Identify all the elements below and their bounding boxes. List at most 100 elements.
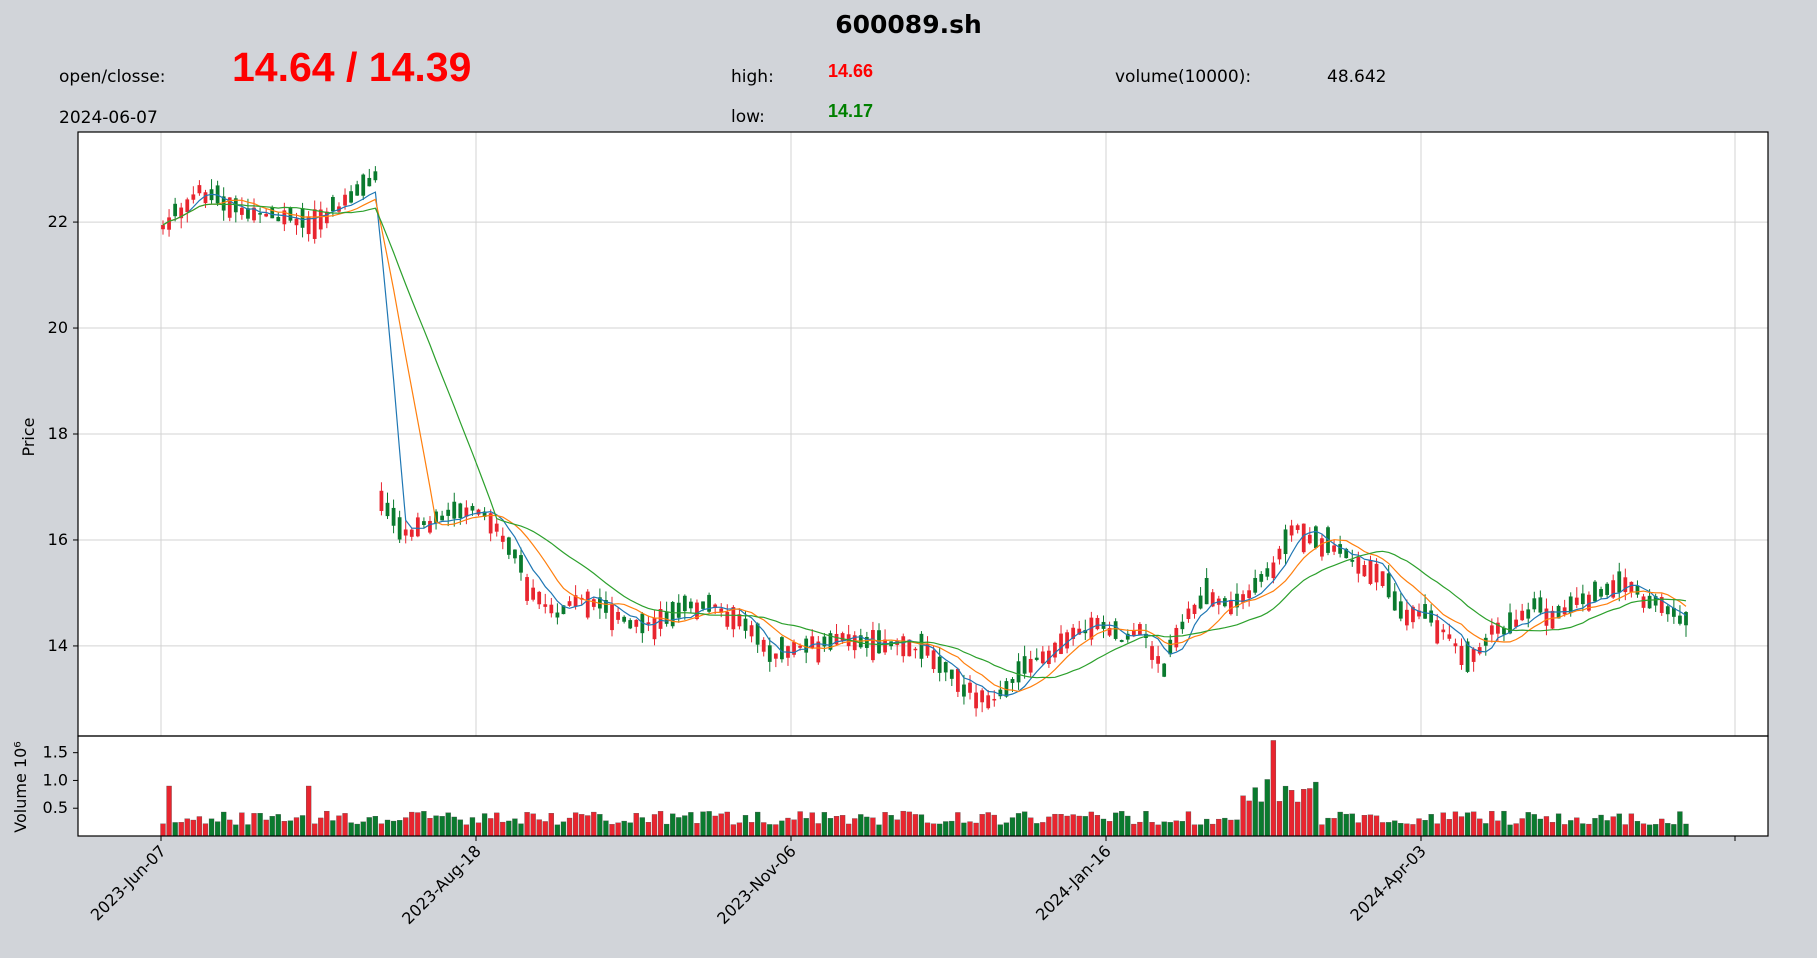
candle-body bbox=[1150, 646, 1154, 660]
candle-body bbox=[1241, 594, 1245, 603]
candle-body bbox=[937, 656, 942, 673]
volume-bar bbox=[591, 811, 597, 837]
candle-body bbox=[1429, 610, 1434, 623]
volume-bar bbox=[930, 823, 937, 837]
volume-bar bbox=[330, 820, 336, 837]
volume-bar bbox=[1683, 823, 1689, 837]
candle-body bbox=[1247, 590, 1252, 599]
volume-bar bbox=[488, 818, 494, 837]
volume-bar bbox=[1653, 824, 1659, 837]
volume-bar bbox=[1149, 822, 1155, 837]
candle-body bbox=[1593, 581, 1597, 602]
candle-body bbox=[689, 601, 693, 609]
volume-bar bbox=[870, 817, 876, 837]
candle-body bbox=[1659, 597, 1664, 613]
ma-short-line bbox=[162, 191, 1687, 697]
volume-bar bbox=[657, 811, 664, 837]
volume-bar bbox=[1531, 814, 1537, 837]
volume-bar bbox=[1191, 824, 1198, 837]
candle-body bbox=[1131, 630, 1136, 637]
candle-body bbox=[1265, 568, 1270, 577]
volume-bar bbox=[742, 815, 749, 837]
volume-bar bbox=[912, 814, 919, 837]
candle-body bbox=[925, 644, 930, 656]
candle-body bbox=[1587, 594, 1591, 611]
volume-bar bbox=[1197, 824, 1204, 837]
candle-body bbox=[901, 636, 906, 657]
volume-bar bbox=[1119, 811, 1125, 837]
price-tick-label: 18 bbox=[48, 424, 68, 443]
candle-body bbox=[767, 645, 772, 662]
volume-bar bbox=[1167, 822, 1173, 837]
candle-body bbox=[312, 209, 317, 239]
candle-body bbox=[804, 638, 809, 653]
candle-body bbox=[913, 648, 918, 651]
volume-bar bbox=[263, 819, 269, 837]
volume-bar bbox=[876, 824, 882, 837]
volume-bar bbox=[324, 810, 330, 837]
volume-bar bbox=[645, 822, 652, 837]
volume-bar bbox=[1028, 817, 1034, 837]
volume-bar bbox=[1525, 812, 1531, 837]
volume-bar bbox=[1392, 820, 1398, 837]
candle-body bbox=[1629, 581, 1634, 593]
volume-bar bbox=[1416, 818, 1422, 837]
volume-bar bbox=[257, 813, 263, 837]
volume-bar bbox=[451, 816, 457, 837]
candle-body bbox=[1077, 628, 1082, 635]
candle-body bbox=[470, 505, 475, 511]
high-label: high: bbox=[731, 67, 774, 87]
candle-body bbox=[1514, 619, 1518, 627]
volume-bar bbox=[1325, 817, 1331, 837]
candle-body bbox=[494, 523, 499, 532]
volume-bar bbox=[1610, 816, 1616, 837]
candle-body bbox=[1635, 585, 1640, 595]
volume-bar bbox=[700, 811, 706, 837]
volume-bar bbox=[712, 815, 718, 837]
volume-bar bbox=[1301, 789, 1307, 837]
date-tick-label: 2023-Nov-06 bbox=[713, 841, 800, 928]
candle-body bbox=[1338, 544, 1343, 554]
date-tick-label: 2024-Jan-16 bbox=[1032, 841, 1115, 924]
candle-body bbox=[1459, 646, 1464, 665]
candle-body bbox=[1186, 608, 1191, 620]
candle-body bbox=[197, 185, 202, 194]
volume-bar bbox=[1519, 818, 1525, 837]
candle-body bbox=[179, 207, 184, 219]
candle-body bbox=[482, 511, 487, 517]
candle-body bbox=[646, 622, 651, 625]
candle-body bbox=[537, 591, 542, 605]
volume-bar bbox=[639, 817, 645, 837]
candle-body bbox=[1028, 658, 1033, 673]
candle-body bbox=[907, 639, 912, 657]
volume-bar bbox=[1088, 811, 1094, 837]
low-label: low: bbox=[731, 107, 765, 127]
volume-bar bbox=[1337, 811, 1343, 837]
date-tick-label: 2023-Aug-18 bbox=[398, 841, 485, 928]
candle-body bbox=[415, 517, 420, 537]
ma-long-line bbox=[162, 203, 1687, 679]
volume-bar bbox=[305, 785, 312, 837]
candle-body bbox=[403, 529, 408, 536]
candle-body bbox=[1580, 593, 1585, 605]
volume-bar bbox=[579, 814, 585, 837]
candle-body bbox=[1477, 647, 1482, 654]
candle-body bbox=[986, 695, 991, 709]
volume-bar bbox=[1574, 817, 1580, 837]
volume-bar bbox=[287, 820, 294, 837]
volume-bar bbox=[651, 814, 658, 837]
candle-body bbox=[725, 611, 730, 627]
volume-bar bbox=[554, 824, 561, 837]
volume-bar bbox=[1434, 823, 1440, 837]
volume-bar bbox=[348, 822, 354, 837]
candle-body bbox=[864, 636, 869, 648]
candle-body bbox=[622, 616, 627, 622]
volume-bar bbox=[336, 815, 342, 837]
candle-body bbox=[1168, 639, 1173, 655]
candle-body bbox=[367, 177, 372, 187]
open-close-label: open/closse: bbox=[59, 67, 166, 87]
volume-bar bbox=[481, 813, 488, 837]
candle-body bbox=[1405, 609, 1409, 626]
price-tick-label: 22 bbox=[48, 212, 68, 231]
